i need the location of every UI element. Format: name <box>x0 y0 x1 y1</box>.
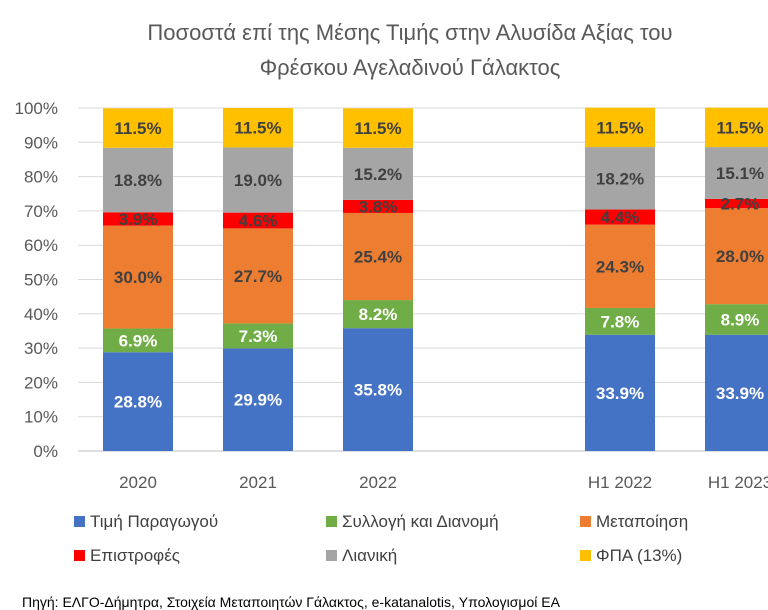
data-label: 11.5% <box>114 119 161 138</box>
legend-label: Επιστροφές <box>90 546 180 565</box>
chart-title-line-1: Ποσοστά επί της Μέσης Τιμής στην Αλυσίδα… <box>147 20 672 45</box>
bar-segment <box>103 328 173 353</box>
legend-swatch <box>580 550 591 561</box>
y-tick-label: 70% <box>24 202 58 221</box>
bar-segment <box>343 212 413 301</box>
data-label: 29.9% <box>234 391 282 410</box>
bar-segment <box>705 304 768 335</box>
bar-segment <box>103 147 173 213</box>
data-label: 28.0% <box>716 247 764 266</box>
y-tick-label: 60% <box>24 236 58 255</box>
bar-segment <box>103 212 173 226</box>
bar-segment <box>585 334 655 451</box>
chart-title-line-2: Φρέσκου Αγελαδινού Γάλακτος <box>260 55 561 80</box>
bar-segment <box>585 209 655 225</box>
legend-label: Συλλογή και Διανομή <box>342 512 499 531</box>
bar-segment <box>103 352 173 451</box>
data-label: 30.0% <box>114 268 162 287</box>
bar-segment <box>585 147 655 210</box>
bar-segment <box>585 107 655 148</box>
data-label: 28.8% <box>114 393 162 412</box>
bar-segment <box>223 147 293 213</box>
legend-label: Λιανική <box>342 546 397 565</box>
data-label: 8.2% <box>359 305 398 324</box>
x-tick-label: 2020 <box>119 473 157 492</box>
bar-segment <box>223 212 293 229</box>
y-tick-label: 90% <box>24 133 58 152</box>
bar-segment <box>705 147 768 199</box>
legend-label: Μεταποίηση <box>596 512 688 531</box>
data-label: 19.0% <box>234 171 282 190</box>
y-tick-label: 80% <box>24 168 58 187</box>
y-axis: 0% 10% 20% 30% 40% 50% 60% 70% 80% 90% 100% <box>15 99 58 461</box>
bar-segment <box>705 198 768 209</box>
data-label: 8.9% <box>721 310 760 329</box>
legend-swatch <box>74 550 85 561</box>
y-tick-label: 100% <box>15 99 58 118</box>
x-tick-label: 2021 <box>239 473 277 492</box>
y-tick-label: 30% <box>24 339 58 358</box>
data-label: 33.9% <box>596 384 644 403</box>
data-label: 15.1% <box>716 164 764 183</box>
legend-swatch <box>326 550 337 561</box>
y-tick-label: 40% <box>24 305 58 324</box>
bar-segment <box>585 224 655 308</box>
data-label: 24.3% <box>596 257 644 276</box>
y-tick-label: 50% <box>24 271 58 290</box>
y-tick-label: 0% <box>33 442 58 461</box>
data-label: 11.5% <box>716 118 763 137</box>
y-tick-label: 20% <box>24 373 58 392</box>
data-label: 7.3% <box>239 327 278 346</box>
bar-segment <box>585 307 655 335</box>
y-tick-label: 10% <box>24 408 58 427</box>
bar-segment <box>705 107 768 148</box>
legend-label: Τιμή Παραγωγού <box>90 512 218 531</box>
data-label: 4.4% <box>601 208 640 227</box>
data-label: 11.5% <box>596 118 643 137</box>
legend-swatch <box>580 516 591 527</box>
bar-segment <box>705 208 768 305</box>
bar-segment <box>103 108 173 148</box>
x-tick-label: H1 2023 <box>708 473 768 492</box>
data-label: 2.7% <box>721 195 760 214</box>
legend-swatch <box>74 516 85 527</box>
bar-segment <box>705 334 768 451</box>
bar-segment <box>223 228 293 324</box>
bar-segment <box>223 348 293 451</box>
data-label: 33.9% <box>716 384 764 403</box>
data-label: 25.4% <box>354 248 402 267</box>
legend-swatch <box>326 516 337 527</box>
bars: 28.8% 6.9% 30.0% 3.9% 18.8% 11.5% 29.9% 7.3% 27.… <box>103 107 768 451</box>
data-label: 18.8% <box>114 171 162 190</box>
data-label: 27.7% <box>234 267 282 286</box>
source-note: Πηγή: ΕΛΓΟ-Δήμητρα, Στοιχεία Μεταποιητών… <box>22 594 560 610</box>
bar-segment <box>343 108 413 148</box>
bar-segment <box>343 328 413 451</box>
data-label: 4.6% <box>239 212 278 231</box>
data-label: 3.9% <box>119 210 158 229</box>
bar-segment <box>343 199 413 213</box>
data-label: 7.8% <box>601 312 640 331</box>
x-tick-label: 2022 <box>359 473 397 492</box>
data-label: 11.5% <box>234 119 281 138</box>
data-label: 6.9% <box>119 331 158 350</box>
bar-segment <box>343 300 413 329</box>
bar-segment <box>223 108 293 148</box>
x-axis: 2020 2021 2022 H1 2022 H1 2023 <box>119 473 768 492</box>
data-label: 15.2% <box>354 165 402 184</box>
data-label: 18.2% <box>596 169 644 188</box>
gridlines <box>78 107 768 452</box>
legend: Τιμή Παραγωγού Συλλογή και Διανομή Μεταποί… <box>74 512 688 565</box>
data-label: 11.5% <box>354 119 401 138</box>
bar-segment <box>103 225 173 329</box>
bar-segment <box>223 323 293 349</box>
data-label: 35.8% <box>354 381 402 400</box>
x-tick-label: H1 2022 <box>588 473 652 492</box>
legend-label: ΦΠΑ (13%) <box>596 546 682 565</box>
bar-segment <box>343 147 413 200</box>
data-label: 3.8% <box>359 197 398 216</box>
